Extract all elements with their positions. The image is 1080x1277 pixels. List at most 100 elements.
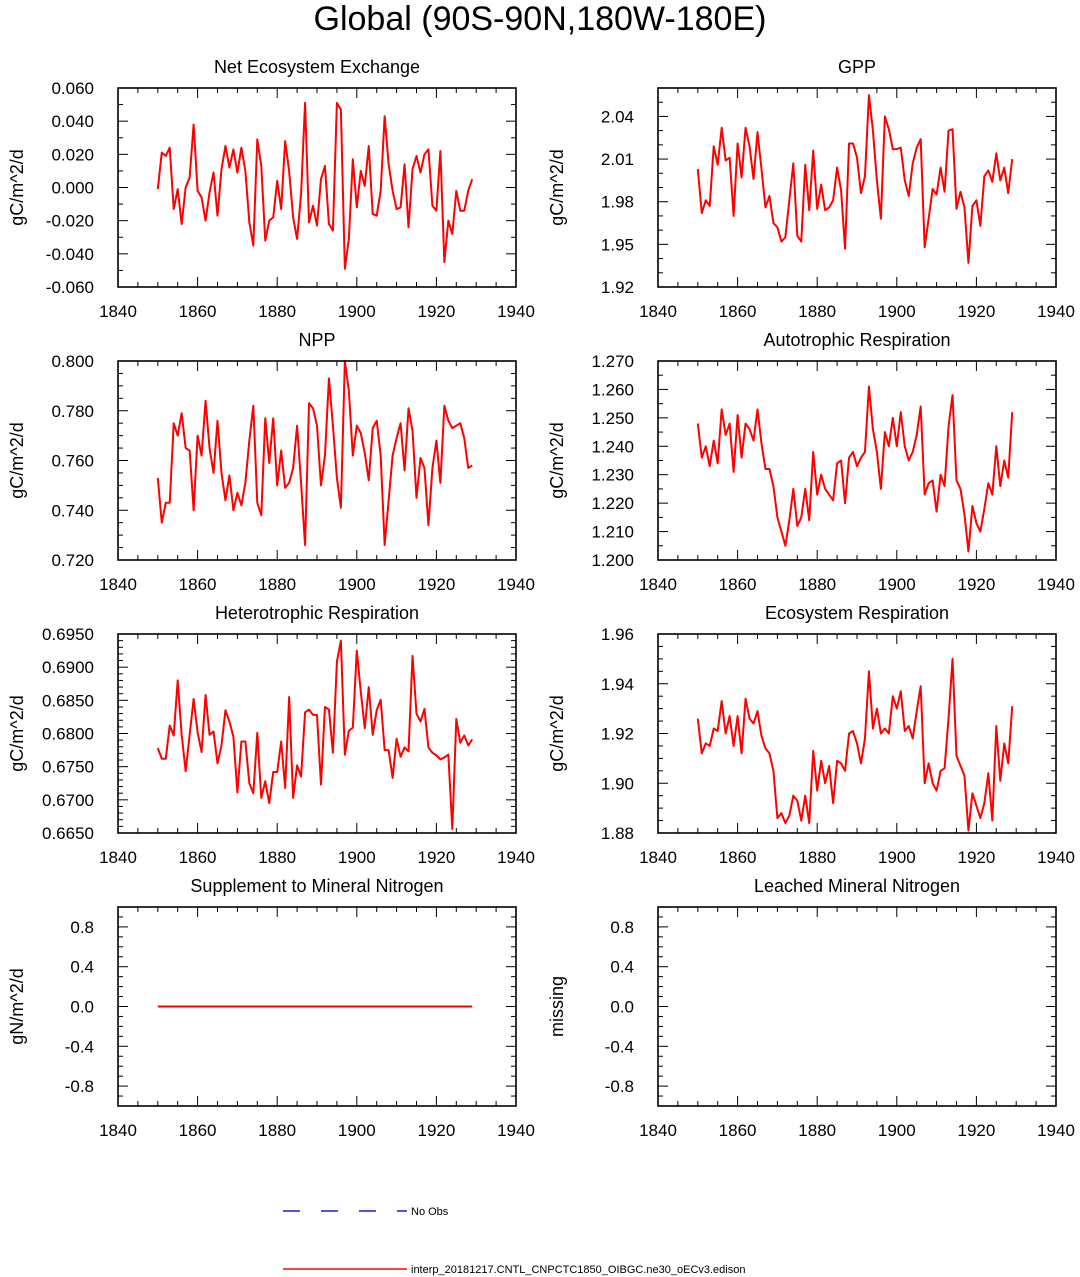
y-tick-label: -0.8 [605,1077,634,1096]
panel-title: GPP [838,57,876,77]
y-tick-label: 0.0 [610,998,634,1017]
y-tick-label: 0.720 [51,551,94,570]
y-tick-label: 0.6650 [42,824,94,843]
y-tick-label: 0.6700 [42,791,94,810]
x-tick-label: 1900 [338,302,376,321]
y-tick-label: 2.01 [601,150,634,169]
panel-7: 1840 1860 1880 1900 1920 1940 -0.8 -0.4 0.0 0.4 0.… [547,876,1075,1140]
x-tick-label: 1880 [798,848,836,867]
x-tick-label: 1840 [99,302,137,321]
panel-title: Leached Mineral Nitrogen [754,876,960,896]
x-tick-label: 1940 [1037,302,1075,321]
y-tick-label: 0.4 [610,958,634,977]
x-tick-label: 1940 [1037,848,1075,867]
x-tick-label: 1840 [639,302,677,321]
x-tick-label: 1900 [338,848,376,867]
y-tick-label: 1.230 [591,466,634,485]
x-tick-label: 1860 [719,1121,757,1140]
series-line [156,360,473,547]
x-tick-label: 1860 [179,848,217,867]
y-tick-label: 0.6850 [42,691,94,710]
x-tick-label: 1880 [258,302,296,321]
y-tick-label: 1.250 [591,409,634,428]
y-tick-label: 0.6750 [42,758,94,777]
y-tick-label: 0.060 [51,79,94,98]
x-tick-label: 1940 [497,302,535,321]
y-tick-label: 1.92 [601,725,634,744]
x-tick-label: 1860 [179,302,217,321]
x-tick-label: 1900 [338,575,376,594]
y-tick-label: 0.0 [70,998,94,1017]
y-tick-label: -0.8 [65,1077,94,1096]
x-tick-label: 1900 [878,302,916,321]
y-tick-label: 0.6800 [42,725,94,744]
x-tick-label: 1920 [957,1121,995,1140]
x-tick-label: 1940 [1037,575,1075,594]
y-axis-label: missing [547,976,567,1037]
y-tick-label: 1.270 [591,352,634,371]
x-tick-label: 1840 [99,848,137,867]
series-line [696,657,1014,832]
x-tick-label: 1900 [878,575,916,594]
y-tick-label: -0.4 [65,1037,94,1056]
legend-obs-label: No Obs [411,1206,449,1218]
y-tick-label: 1.95 [601,235,634,254]
panel-title: Ecosystem Respiration [765,603,949,623]
y-tick-label: -0.4 [605,1037,634,1056]
x-tick-label: 1860 [179,1121,217,1140]
y-axis-label: gC/m^2/d [7,149,27,225]
panels: 1840 1860 1880 1900 1920 1940 -0.060 -0.040 -0.0… [7,57,1075,1140]
y-tick-label: 1.200 [591,551,634,570]
x-tick-label: 1880 [258,1121,296,1140]
y-tick-label: 0.800 [51,352,94,371]
panel-1: 1840 1860 1880 1900 1920 1940 1.92 1.95 1.98 2.01… [547,57,1075,321]
y-tick-label: 1.260 [591,380,634,399]
x-tick-label: 1860 [719,302,757,321]
y-tick-label: 1.94 [601,675,634,694]
x-tick-label: 1840 [639,1121,677,1140]
plot-frame [657,906,1057,1107]
x-tick-label: 1840 [639,848,677,867]
y-axis-label: gC/m^2/d [547,422,567,498]
y-tick-label: 1.90 [601,774,634,793]
y-axis-label: gN/m^2/d [7,968,27,1044]
panel-0: 1840 1860 1880 1900 1920 1940 -0.060 -0.040 -0.0… [7,57,535,321]
panel-6: 1840 1860 1880 1900 1920 1940 -0.8 -0.4 0.0 0.4 0.… [7,876,535,1140]
y-tick-label: -0.020 [46,212,94,231]
y-tick-label: 0.020 [51,145,94,164]
y-tick-label: 0.6950 [42,625,94,644]
y-tick-label: 1.88 [601,824,634,843]
x-tick-label: 1900 [878,1121,916,1140]
series-line [696,385,1014,553]
x-tick-label: 1920 [957,848,995,867]
x-tick-label: 1840 [99,1121,137,1140]
y-axis-label: gC/m^2/d [547,695,567,771]
y-tick-label: 0.8 [610,918,634,937]
series-line [156,101,474,270]
panel-4: 1840 1860 1880 1900 1920 1940 0.6650 0.6700 0.67… [7,603,535,867]
y-axis-label: gC/m^2/d [7,695,27,771]
y-tick-label: 0.000 [51,179,94,198]
x-tick-label: 1940 [1037,1121,1075,1140]
x-tick-label: 1940 [497,848,535,867]
figure-title: Global (90S-90N,180W-180E) [314,0,767,38]
y-tick-label: 0.780 [51,402,94,421]
series-line [696,94,1014,264]
y-tick-label: 1.220 [591,494,634,513]
x-tick-label: 1920 [417,1121,455,1140]
y-axis-label: gC/m^2/d [7,422,27,498]
x-tick-label: 1840 [639,575,677,594]
panel-2: 1840 1860 1880 1900 1920 1940 0.720 0.740 0.760 0… [7,330,535,594]
panel-title: Net Ecosystem Exchange [214,57,420,77]
x-tick-label: 1840 [99,575,137,594]
panel-title: Heterotrophic Respiration [215,603,419,623]
legend: No Obs interp_20181217.CNTL_CNPCTC1850_O… [283,1206,745,1276]
x-tick-label: 1900 [878,848,916,867]
x-tick-label: 1940 [497,575,535,594]
x-tick-label: 1880 [798,302,836,321]
y-tick-label: 1.96 [601,625,634,644]
panel-title: NPP [298,330,335,350]
x-tick-label: 1860 [719,575,757,594]
y-axis-label: gC/m^2/d [547,149,567,225]
